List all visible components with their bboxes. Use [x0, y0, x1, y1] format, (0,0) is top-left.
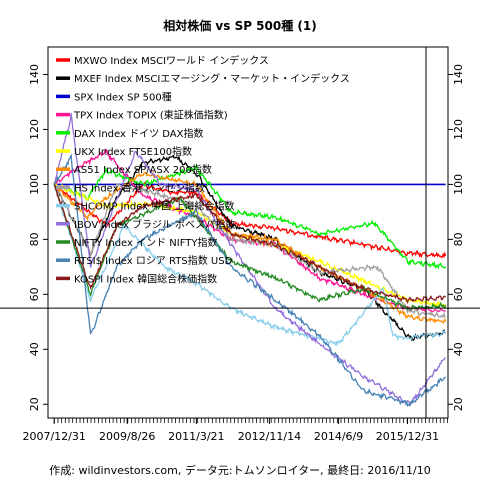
- y-tick-label-left: 80: [28, 232, 41, 246]
- series-line: [53, 154, 446, 342]
- x-tick-label: 2012/11/14: [238, 430, 301, 443]
- y-tick-label-right: 120: [452, 119, 465, 140]
- legend-label: AS51 Index SP/ASX 200指数: [74, 163, 212, 176]
- legend-label: MXEF Index MSCIエマージング・マーケット・インデックス: [74, 72, 350, 85]
- legend-label: SPX Index SP 500種: [74, 90, 172, 103]
- series-line: [53, 153, 447, 408]
- series-line: [54, 181, 447, 259]
- series-line: [53, 162, 447, 270]
- y-tick-label-left: 40: [28, 342, 41, 356]
- y-tick-label-right: 40: [452, 342, 465, 356]
- y-tick-label-left: 140: [28, 64, 41, 85]
- legend-label: RTSI$ Index ロシア RTS指数 USD: [74, 254, 233, 267]
- series-line: [53, 171, 447, 324]
- y-tick-label-left: 120: [28, 119, 41, 140]
- legend-label: HS Index 香港 ハンセン指数: [74, 181, 205, 194]
- y-tick-label-right: 80: [452, 232, 465, 246]
- legend-label: MXWO Index MSCIワールド インデックス: [74, 54, 269, 67]
- series-line: [53, 182, 446, 318]
- x-tick-label: 2007/12/31: [22, 430, 85, 443]
- legend-label: KOSPI Index 韓国総合株価指数: [74, 272, 217, 285]
- y-tick-label-right: 100: [452, 174, 465, 195]
- y-tick-label-left: 20: [28, 397, 41, 411]
- source-caption: 作成: wildinvestors.com, データ元:トムソンロイター, 最終…: [49, 463, 430, 477]
- legend-label: IBOV Index ブラジル ボベスパ指数: [74, 218, 235, 231]
- y-tick-label-right: 60: [452, 287, 465, 301]
- x-tick-label: 2009/8/26: [99, 430, 155, 443]
- legend-label: NIFTY Index インド NIFTY指数: [74, 236, 218, 249]
- x-tick-label: 2011/3/21: [168, 430, 224, 443]
- axes: 20 20 40 40 60 60 80 80 100 100 120 120 140 140 2007/1…: [22, 46, 465, 443]
- plot-area: [0, 47, 480, 418]
- series-line: [53, 113, 446, 407]
- y-tick-label-left: 100: [28, 174, 41, 195]
- series-line: [53, 184, 447, 304]
- y-tick-label-left: 60: [28, 287, 41, 301]
- chart-title: 相対株価 vs SP 500種 (1): [163, 18, 316, 33]
- legend-label: SHCOMP Index 中国 上海総合指数: [74, 200, 234, 213]
- x-tick-label: 2014/6/9: [314, 430, 363, 443]
- x-tick-label: 2015/12/31: [376, 430, 439, 443]
- y-tick-label-right: 20: [452, 397, 465, 411]
- series-group: [53, 113, 447, 408]
- legend: MXWO Index MSCIワールド インデックス MXEF Index MSC…: [56, 54, 350, 285]
- plot-frame: [47, 46, 449, 419]
- series-line: [53, 184, 447, 347]
- legend-label: TPX Index TOPIX (東証株価指数): [73, 109, 228, 122]
- legend-label: DAX Index ドイツ DAX指数: [74, 127, 204, 140]
- y-tick-label-right: 140: [452, 64, 465, 85]
- legend-label: UKX Index FTSE100指数: [74, 145, 192, 158]
